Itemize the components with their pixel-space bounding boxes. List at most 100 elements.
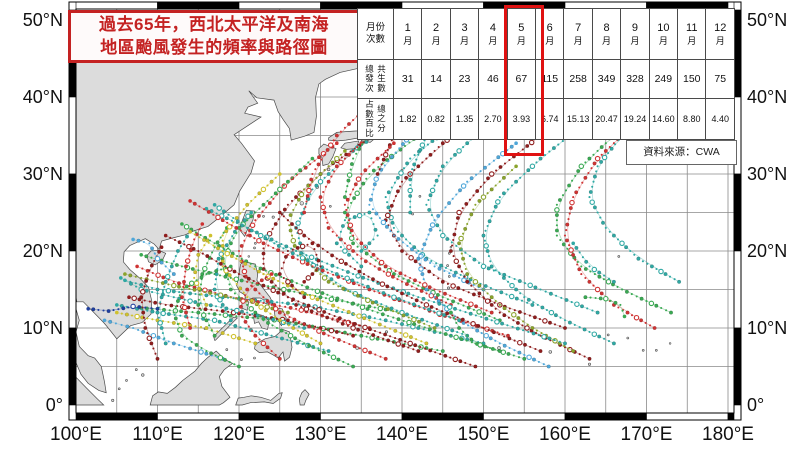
pct-cell-3: 1.35 xyxy=(449,98,480,140)
table-count-row: 總發次 共生數 31 14 23 46 67 115 258 349 328 2… xyxy=(357,59,735,99)
lat-label-left-0°: 0° xyxy=(46,395,63,415)
typhoon-track-42 xyxy=(212,203,462,323)
lat-label-left-40°N: 40°N xyxy=(23,87,63,107)
pct-cell-6: 6.74 xyxy=(535,98,565,140)
month-cell-10: 10 月 xyxy=(648,8,679,60)
typhoon-track-46 xyxy=(237,272,282,361)
lat-label-right-30°N: 30°N xyxy=(747,164,787,184)
landmass-kyushu xyxy=(318,143,337,166)
typhoon-track-56 xyxy=(86,303,160,314)
typhoon-track-14 xyxy=(139,245,164,361)
pct-cell-11: 8.80 xyxy=(677,98,707,140)
lon-label-110°E: 110°E xyxy=(132,424,183,445)
lon-label-140°E: 140°E xyxy=(376,424,428,445)
map-title-box: 過去65年，西北太平洋及南海 地區颱風發生的頻率與路徑圖 xyxy=(68,10,360,63)
typhoon-track-45 xyxy=(172,264,241,369)
pct-cell-1: 1.82 xyxy=(392,98,423,140)
map-title-line2: 地區颱風發生的頻率與路徑圖 xyxy=(100,38,328,57)
landmass-sulawesi-arm xyxy=(235,392,283,406)
count-cell-3: 23 xyxy=(449,59,480,99)
landmass-shikoku xyxy=(340,140,360,150)
typhoon-track-6 xyxy=(102,318,225,361)
typhoon-track-41 xyxy=(188,230,429,346)
lat-label-right-40°N: 40°N xyxy=(747,87,787,107)
count-cell-2: 14 xyxy=(421,59,451,99)
typhoon-track-44 xyxy=(334,210,379,269)
count-cell-6: 115 xyxy=(535,59,565,99)
pct-cell-4: 2.70 xyxy=(478,98,508,140)
lon-label-170°E: 170°E xyxy=(621,424,673,445)
header-label-cell: 月份 次數 xyxy=(357,8,394,60)
percent-row-label: 占數百比 總之分 xyxy=(357,98,394,140)
lat-label-left-50°N: 50°N xyxy=(23,10,63,30)
lon-label-100°E: 100°E xyxy=(50,424,102,445)
typhoon-track-11 xyxy=(179,222,205,331)
typhoon-track-5 xyxy=(115,310,258,346)
typhoon-track-35 xyxy=(583,295,627,319)
landmass-asia-mainland xyxy=(76,11,411,340)
lat-label-left-30°N: 30°N xyxy=(23,164,63,184)
month-cell-11: 11 月 xyxy=(677,8,707,60)
landmass-borneo xyxy=(149,350,234,406)
typhoon-track-34 xyxy=(457,164,576,354)
typhoon-track-28 xyxy=(220,172,323,346)
count-row-label: 總發次 共生數 xyxy=(357,59,394,99)
typhoon-track-53 xyxy=(571,241,616,284)
typhoon-track-54 xyxy=(343,141,494,315)
lat-label-left-20°N: 20°N xyxy=(23,241,63,261)
typhoon-track-37 xyxy=(180,222,527,361)
header-label-top: 月份 xyxy=(365,22,385,33)
lon-label-120°E: 120°E xyxy=(213,424,265,445)
landmass-malay-peninsula xyxy=(76,308,107,394)
count-cell-8: 349 xyxy=(591,59,622,99)
count-cell-5: 67 xyxy=(506,59,537,99)
pct-cell-8: 20.47 xyxy=(591,98,622,140)
axis-labels: 50°N 50°N 40°N 40°N 30°N 30°N 20°N 20°N 10°N 10°N… xyxy=(23,10,787,445)
month-cell-12: 12 月 xyxy=(705,8,735,60)
lon-label-160°E: 160°E xyxy=(539,424,591,445)
typhoon-track-13 xyxy=(196,226,229,338)
count-cell-4: 46 xyxy=(478,59,508,99)
typhoon-track-16 xyxy=(212,210,253,323)
pct-cell-5: 3.93 xyxy=(506,98,537,140)
typhoon-track-15 xyxy=(193,233,213,307)
typhoon-track-47 xyxy=(131,237,176,277)
pct-cell-9: 19.24 xyxy=(620,98,650,140)
lat-label-right-0°: 0° xyxy=(747,395,764,415)
count-cell-1: 31 xyxy=(392,59,423,99)
landmass-sumatra xyxy=(76,376,105,406)
lon-label-130°E: 130°E xyxy=(295,424,347,445)
count-cell-7: 258 xyxy=(563,59,593,99)
lat-label-left-10°N: 10°N xyxy=(23,318,63,338)
typhoon-track-36 xyxy=(416,141,551,369)
pct-cell-2: 0.82 xyxy=(421,98,451,140)
lat-label-right-10°N: 10°N xyxy=(747,318,787,338)
pct-cell-7: 15.13 xyxy=(563,98,593,140)
lon-label-180°E: 180°E xyxy=(702,424,754,445)
lat-label-right-20°N: 20°N xyxy=(747,241,787,261)
lat-label-right-50°N: 50°N xyxy=(747,10,787,30)
typhoon-track-24 xyxy=(220,156,356,369)
map-title-line1: 過去65年，西北太平洋及南海 xyxy=(99,15,329,34)
count-cell-11: 150 xyxy=(677,59,707,99)
typhoon-track-52 xyxy=(449,310,502,354)
data-source-label: 資料來源：CWA xyxy=(626,140,737,165)
typhoon-track-39 xyxy=(163,233,478,369)
landmass-palawan xyxy=(213,316,239,341)
lon-label-150°E: 150°E xyxy=(458,424,510,445)
landmass-halmahera xyxy=(298,389,310,406)
table-percent-row: 占數百比 總之分 1.82 0.82 1.35 2.70 3.93 6.74 1… xyxy=(357,98,735,140)
